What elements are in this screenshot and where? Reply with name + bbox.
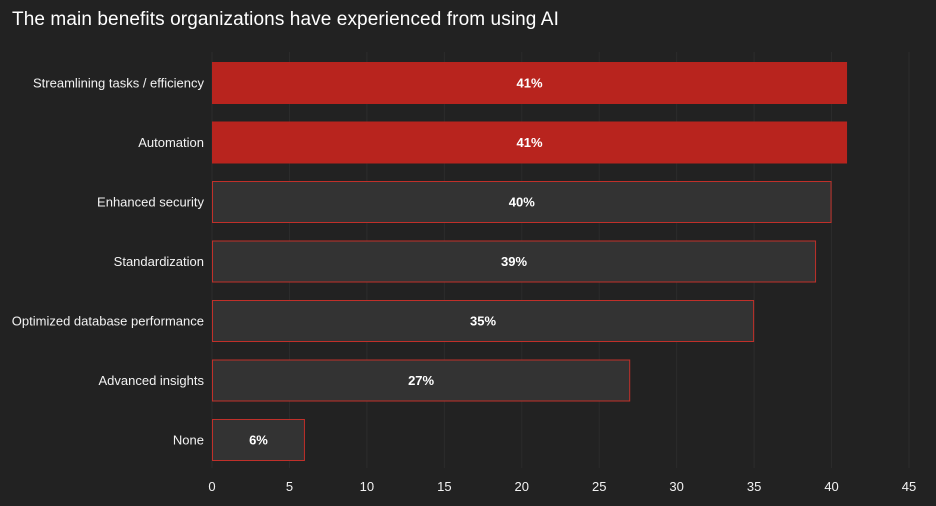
x-tick-label: 15	[437, 479, 451, 494]
bar	[212, 181, 832, 223]
bar	[212, 359, 631, 402]
chart-title: The main benefits organizations have exp…	[12, 9, 559, 30]
x-tick-label: 40	[824, 479, 838, 494]
category-label: None	[173, 433, 204, 448]
category-label: Optimized database performance	[12, 314, 204, 329]
value-label: 41%	[517, 135, 543, 150]
category-labels: Streamlining tasks / efficiency Automatio…	[12, 76, 205, 448]
category-label: Advanced insights	[98, 373, 204, 388]
value-label: 35%	[470, 314, 496, 329]
bars	[212, 62, 848, 461]
x-tick-label: 5	[286, 479, 293, 494]
bar	[212, 121, 848, 164]
x-tick-label: 10	[360, 479, 374, 494]
x-tick-label: 25	[592, 479, 606, 494]
bar	[212, 300, 755, 342]
value-label: 27%	[408, 373, 434, 388]
category-label: Streamlining tasks / efficiency	[33, 76, 204, 91]
bar	[212, 62, 848, 104]
x-tick-label: 30	[669, 479, 683, 494]
category-label: Enhanced security	[97, 195, 204, 210]
x-tick-label: 0	[208, 479, 215, 494]
value-labels: 41% 41% 40% 39% 35% 27% 6%	[249, 76, 543, 448]
value-label: 40%	[509, 195, 535, 210]
x-axis-ticks: 0 5 10 15 20 25 30 35 40 45	[208, 479, 916, 494]
bar	[212, 419, 305, 461]
x-tick-label: 45	[902, 479, 916, 494]
category-label: Automation	[138, 135, 204, 150]
x-tick-label: 20	[515, 479, 529, 494]
value-label: 39%	[501, 254, 527, 269]
x-tick-label: 35	[747, 479, 761, 494]
value-label: 41%	[517, 76, 543, 91]
category-label: Standardization	[114, 254, 204, 269]
value-label: 6%	[249, 433, 268, 448]
bar	[212, 240, 817, 283]
